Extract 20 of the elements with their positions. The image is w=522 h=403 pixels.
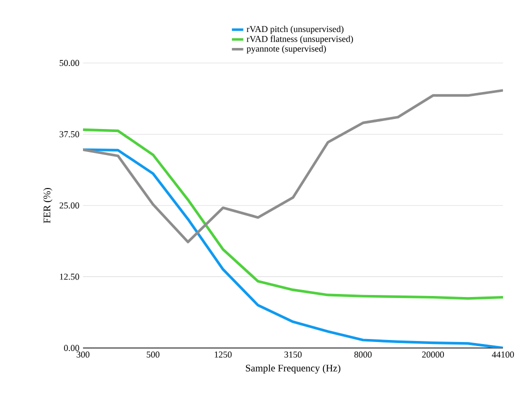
y-tick-label: 0.00 xyxy=(64,344,80,352)
x-axis-title: Sample Frequency (Hz) xyxy=(246,364,340,374)
legend-label: rVAD pitch (unsupervised) xyxy=(246,26,344,34)
x-tick-label: 300 xyxy=(76,352,90,358)
y-tick-label: 25.00 xyxy=(60,202,80,209)
x-tick-label: 8000 xyxy=(354,352,372,358)
legend-label: pyannote (supervised) xyxy=(246,45,326,54)
line-series xyxy=(83,128,503,300)
x-tick-label: 20000 xyxy=(422,352,444,358)
y-tick-label: 37.50 xyxy=(60,131,80,138)
line-series xyxy=(83,148,503,348)
line-series xyxy=(83,89,503,244)
x-tick-label: 44100 xyxy=(492,352,514,358)
x-tick-label: 500 xyxy=(146,352,160,358)
y-axis-title: FER (%) xyxy=(43,188,52,224)
x-tick-label: 1250 xyxy=(214,352,232,358)
y-tick-label: 50.00 xyxy=(60,60,80,66)
legend-label: rVAD flatness (unsupervised) xyxy=(246,36,353,44)
x-tick-label: 3150 xyxy=(284,352,302,358)
y-tick-label: 12.50 xyxy=(60,274,80,280)
